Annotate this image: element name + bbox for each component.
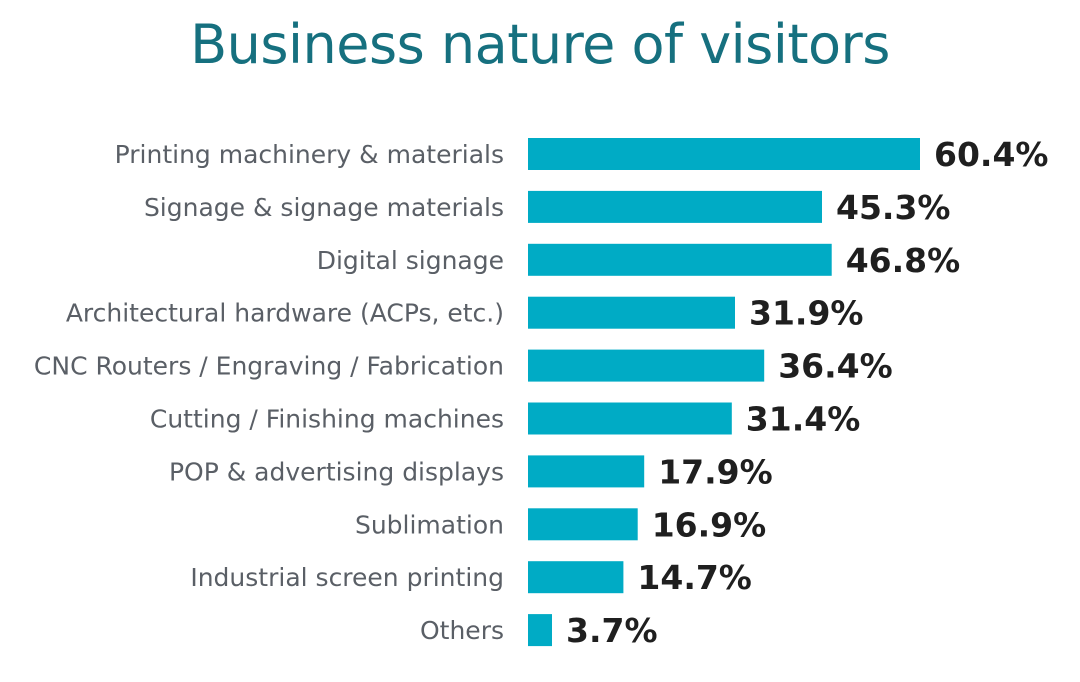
bar (528, 190, 822, 223)
value-label: 60.4% (934, 135, 1049, 174)
bar (528, 243, 832, 276)
bar (528, 561, 624, 594)
bar (528, 614, 552, 647)
value-label: 45.3% (836, 188, 951, 227)
value-label: 31.4% (746, 400, 861, 439)
bar (528, 508, 638, 541)
category-label: Printing machinery & materials (115, 140, 504, 169)
bar (528, 455, 645, 488)
category-label: CNC Routers / Engraving / Fabrication (34, 352, 504, 381)
category-label: Cutting / Finishing machines (150, 405, 504, 434)
value-label: 3.7% (566, 611, 658, 650)
category-label: POP & advertising displays (169, 457, 504, 486)
bar (528, 296, 735, 329)
value-label: 31.9% (749, 294, 864, 333)
category-label: Industrial screen printing (190, 563, 504, 592)
value-label: 17.9% (658, 452, 773, 491)
category-label: Architectural hardware (ACPs, etc.) (66, 299, 504, 328)
value-label: 14.7% (637, 558, 752, 597)
category-label: Signage & signage materials (144, 193, 504, 222)
value-labels-layer: 60.4% 45.3% 46.8% 31.9% 36.4% 31.4% 17.9% 16.9%… (566, 135, 1049, 650)
value-label: 36.4% (778, 347, 893, 386)
bar (528, 349, 765, 382)
value-label: 16.9% (652, 505, 767, 544)
bar (528, 402, 732, 435)
value-label: 46.8% (846, 241, 961, 280)
category-label: Digital signage (317, 246, 504, 275)
bars-layer (528, 138, 920, 647)
category-labels-layer: Printing machinery & materials Signage & … (34, 140, 504, 645)
category-label: Sublimation (355, 510, 504, 539)
category-label: Others (420, 616, 504, 645)
chart-title: Business nature of visitors (190, 13, 890, 76)
bar (528, 138, 920, 170)
